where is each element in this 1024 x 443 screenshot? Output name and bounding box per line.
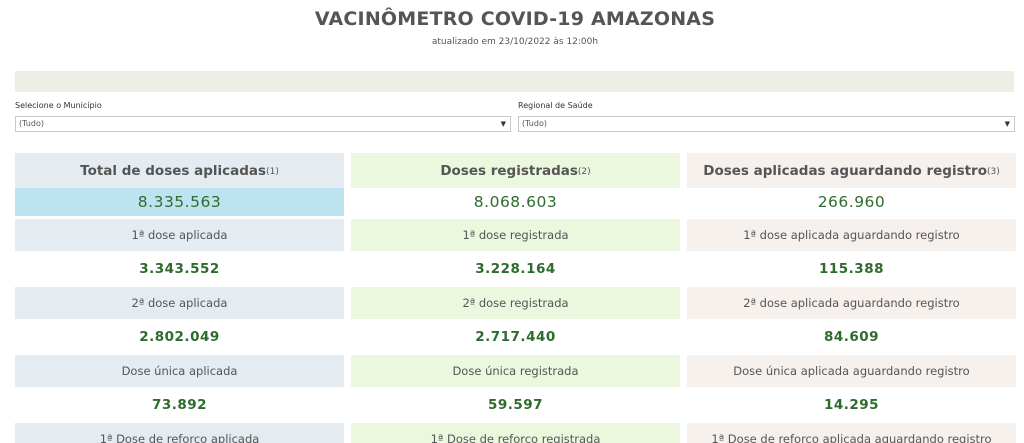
- municipio-dropdown-value: (Tudo): [19, 119, 44, 128]
- regional-dropdown[interactable]: (Tudo) ▼: [518, 116, 1015, 132]
- row-label: 2ª dose aplicada aguardando registro: [687, 287, 1016, 319]
- footnote-marker: (2): [577, 166, 591, 177]
- panel-header: Total de doses aplicadas (1): [15, 153, 344, 188]
- caret-down-icon: ▼: [500, 120, 506, 128]
- regional-filter-label: Regional de Saúde: [518, 101, 593, 110]
- panel-title: Doses registradas: [440, 162, 578, 179]
- row-label: 1ª Dose de reforço aplicada aguardando r…: [687, 423, 1016, 443]
- row-label: 1ª Dose de reforço registrada: [351, 423, 680, 443]
- row-value: 2.717.440: [475, 329, 556, 345]
- caret-down-icon: ▼: [1004, 120, 1010, 128]
- regional-dropdown-value: (Tudo): [522, 119, 547, 128]
- footnote-marker: (1): [266, 166, 279, 177]
- row-value: 115.388: [819, 261, 884, 277]
- footnote-marker: (3): [987, 166, 1000, 177]
- row-label: 2ª dose registrada: [351, 287, 680, 319]
- updated-timestamp: atualizado em 23/10/2022 às 12:00h: [431, 37, 599, 47]
- page-title: VACINÔMETRO COVID-19 AMAZONAS: [314, 8, 716, 30]
- panel-total-value: 8.068.603: [473, 193, 558, 211]
- info-banner: [15, 71, 1014, 92]
- row-value: 84.609: [823, 329, 880, 345]
- panel-title: Total de doses aplicadas: [80, 162, 267, 179]
- row-value: 3.228.164: [475, 261, 556, 277]
- row-value: 2.802.049: [139, 329, 220, 345]
- panel-header: Doses aplicadas aguardando registro (3): [687, 153, 1016, 188]
- panel-title: Doses aplicadas aguardando registro: [703, 162, 987, 179]
- row-value: 59.597: [487, 397, 544, 413]
- row-label: 1ª Dose de reforço aplicada: [15, 423, 344, 443]
- pending-registration-panel: Doses aplicadas aguardando registro (3) 2…: [687, 153, 1016, 443]
- panel-total-value: 8.335.563: [15, 188, 344, 216]
- municipio-dropdown[interactable]: (Tudo) ▼: [15, 116, 511, 132]
- panel-total-value: 266.960: [817, 193, 886, 211]
- panel-header: Doses registradas (2): [351, 153, 680, 188]
- row-label: 1ª dose aplicada: [15, 219, 344, 251]
- registered-doses-panel: Doses registradas (2) 8.068.603 1ª dose r…: [351, 153, 680, 443]
- row-label: 2ª dose aplicada: [15, 287, 344, 319]
- row-label: 1ª dose registrada: [351, 219, 680, 251]
- row-value: 3.343.552: [139, 261, 220, 277]
- row-label: Dose única registrada: [351, 355, 680, 387]
- row-label: Dose única aplicada aguardando registro: [687, 355, 1016, 387]
- row-label: Dose única aplicada: [15, 355, 344, 387]
- total-doses-panel: Total de doses aplicadas (1) 8.335.563 1ª…: [15, 153, 344, 443]
- row-value: 14.295: [823, 397, 880, 413]
- municipio-filter-label: Selecione o Município: [15, 101, 102, 110]
- row-value: 73.892: [151, 397, 208, 413]
- row-label: 1ª dose aplicada aguardando registro: [687, 219, 1016, 251]
